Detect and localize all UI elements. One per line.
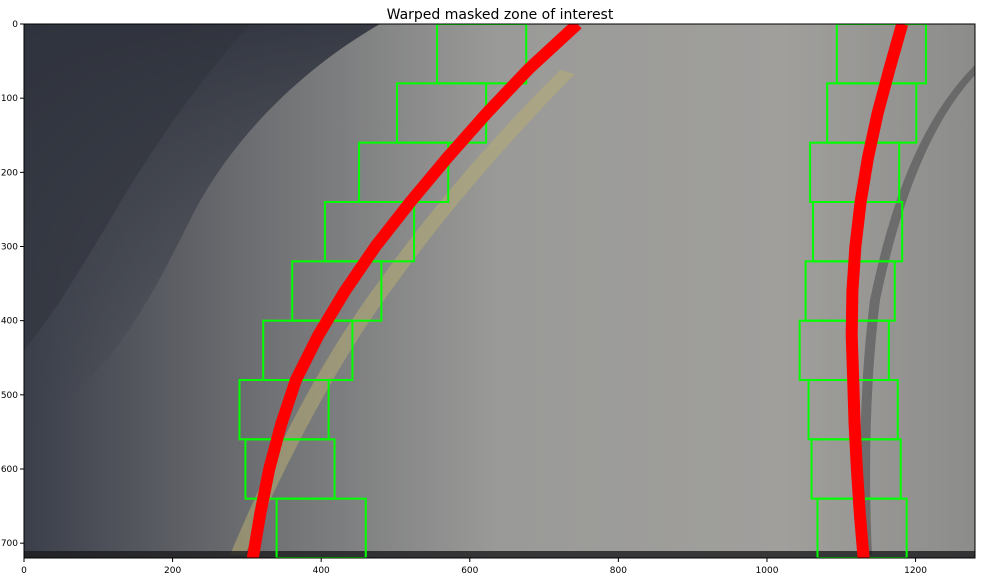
y-tick-label: 100 — [1, 94, 18, 104]
x-tick-label: 200 — [164, 566, 181, 576]
x-tick-label: 800 — [610, 566, 627, 576]
x-tick-label: 400 — [313, 566, 330, 576]
lane-fit-lines — [246, 24, 908, 558]
y-tick-label: 500 — [1, 391, 18, 401]
fit-line-right — [845, 24, 908, 558]
y-tick-label: 0 — [12, 20, 18, 30]
fit-line-left — [246, 24, 582, 558]
plot-frame — [23, 23, 976, 559]
y-tick-label: 400 — [1, 317, 18, 327]
x-tick-label: 0 — [21, 566, 27, 576]
x-axis-ticks: 0 200 400 600 800 1000 1200 — [21, 558, 927, 576]
x-tick-label: 1000 — [756, 566, 779, 576]
figure-title: Warped masked zone of interest — [387, 7, 614, 23]
x-tick-label: 600 — [461, 566, 478, 576]
y-tick-label: 200 — [1, 168, 18, 178]
y-tick-label: 600 — [1, 465, 18, 475]
x-tick-label: 1200 — [904, 566, 927, 576]
y-tick-label: 700 — [1, 539, 18, 549]
y-tick-label: 300 — [1, 243, 18, 253]
y-axis-ticks: 0 100 200 300 400 500 600 700 — [1, 20, 24, 549]
